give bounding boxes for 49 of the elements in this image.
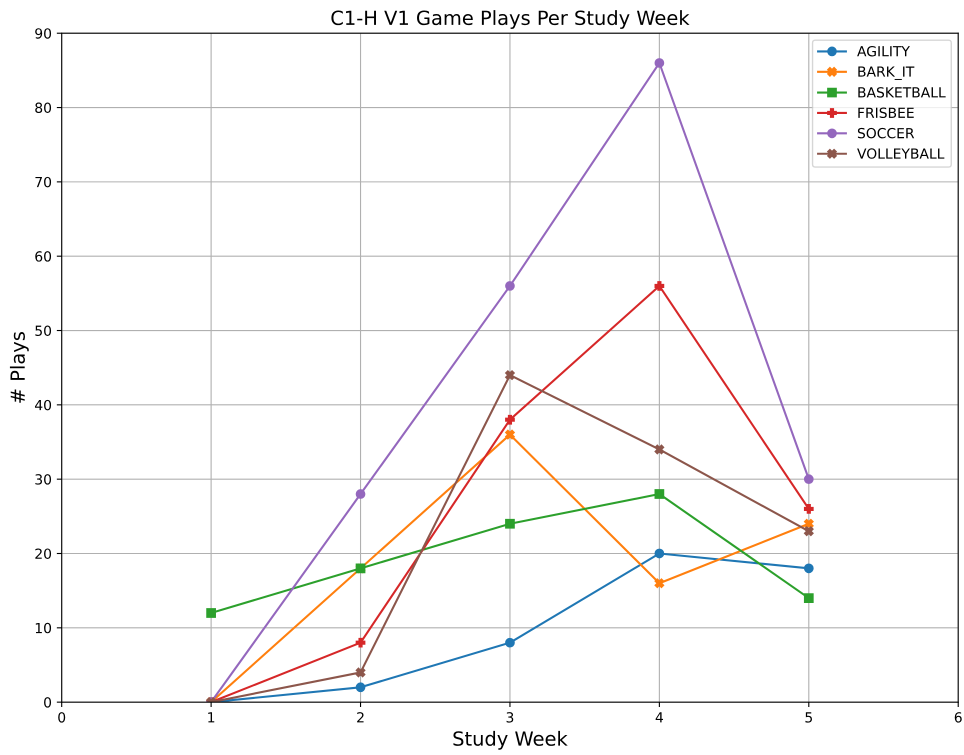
point (654, 489, 664, 499)
y-tick-label: 10 (36, 622, 52, 634)
point (505, 518, 515, 529)
point (654, 444, 664, 454)
point (206, 608, 216, 618)
point (804, 474, 814, 484)
point (804, 518, 814, 529)
point (804, 504, 814, 514)
y-tick-label: 70 (35, 176, 52, 188)
y-tick-label: 0 (44, 697, 52, 708)
point (505, 414, 515, 425)
point (804, 593, 814, 603)
x-tick-label: 2 (357, 712, 364, 722)
point (356, 668, 366, 678)
y-tick-label: 90 (35, 28, 52, 39)
point (356, 638, 366, 648)
point (505, 281, 515, 291)
point (356, 489, 366, 499)
y-axis-title: # Plays (10, 332, 29, 403)
point (505, 638, 515, 648)
point (505, 430, 515, 440)
chart-title: C1-H V1 Game Plays Per Study Week (331, 10, 690, 29)
x-tick-label: 4 (656, 712, 664, 722)
y-tick-label: 20 (35, 548, 52, 559)
x-tick-label: 0 (58, 712, 66, 723)
legend-label: BARK_IT (858, 66, 914, 80)
point (804, 526, 814, 536)
legend-label: FRISBEE (858, 108, 914, 118)
y-tick-label: 30 (35, 474, 52, 485)
point (654, 578, 664, 588)
legend-label: SOCCER (858, 128, 914, 138)
x-tick-label: 5 (805, 712, 812, 723)
y-tick-label: 60 (35, 251, 52, 262)
y-tick-label: 40 (34, 400, 52, 410)
legend-label: AGILITY (857, 46, 910, 56)
x-axis-title: Study Week (453, 730, 568, 750)
point (654, 281, 664, 291)
point (654, 548, 664, 558)
legend-label: VOLLEYBALL (857, 148, 944, 159)
point (356, 682, 366, 692)
point (505, 370, 515, 380)
point (654, 58, 664, 68)
x-tick-label: 3 (506, 712, 514, 723)
y-tick-label: 80 (35, 102, 52, 114)
x-tick-label: 1 (208, 712, 214, 722)
point (804, 564, 814, 574)
legend-label: BASKETBALL (858, 87, 946, 98)
y-tick-label: 50 (35, 325, 52, 336)
x-tick-label: 6 (954, 712, 962, 723)
